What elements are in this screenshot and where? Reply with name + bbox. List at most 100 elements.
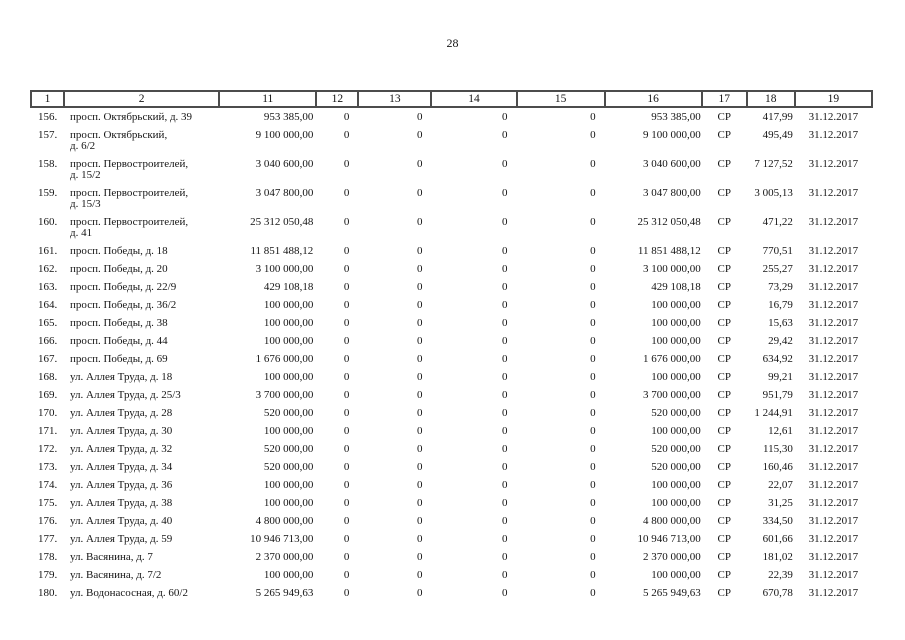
amount-cell-16: 520 000,00: [651, 461, 701, 473]
zero-cell-12: 0: [343, 216, 350, 228]
type-cell-17: СР: [717, 569, 731, 581]
table-row: 176. ул. Аллея Труда, д. 40 4 800 000,00 0 0…: [31, 512, 872, 530]
zero-cell-12: 0: [343, 111, 350, 123]
amount-cell-16: 100 000,00: [651, 317, 701, 329]
address-cell: ул. Аллея Труда, д. 40: [70, 515, 173, 527]
zero-cell-14: 0: [502, 111, 508, 123]
type-cell-17: СР: [717, 533, 731, 545]
row-number-cell: 160.: [38, 216, 58, 228]
amount-cell-16: 953 385,00: [651, 111, 701, 123]
zero-cell-14: 0: [502, 389, 508, 401]
zero-cell-14: 0: [502, 587, 508, 599]
zero-cell-12: 0: [343, 158, 350, 170]
zero-cell-12: 0: [343, 533, 350, 545]
amount-cell-16: 100 000,00: [651, 425, 701, 437]
zero-cell-13: 0: [416, 479, 423, 491]
area-cell-18: 334,50: [762, 515, 793, 527]
zero-cell-14: 0: [502, 158, 508, 170]
amount-cell-11: 100 000,00: [263, 317, 314, 329]
amount-cell-16: 5 265 949,63: [642, 587, 701, 599]
area-cell-18: 73,29: [768, 281, 793, 293]
zero-cell-13: 0: [416, 569, 423, 581]
date-cell-19: 31.12.2017: [808, 111, 859, 123]
date-cell-19: 31.12.2017: [808, 129, 859, 141]
amount-cell-11: 3 040 600,00: [255, 158, 314, 170]
type-cell-17: СР: [717, 317, 731, 329]
zero-cell-12: 0: [343, 129, 350, 141]
date-cell-19: 31.12.2017: [808, 187, 859, 199]
table-row: 158. просп. Первостроителей, д. 15/2 3 040…: [31, 155, 872, 184]
zero-cell-15: 0: [590, 216, 596, 228]
amount-cell-11: 520 000,00: [263, 461, 314, 473]
row-number-cell: 179.: [38, 569, 58, 581]
address-cell: просп. Победы, д. 38: [70, 317, 168, 329]
area-cell-18: 181,02: [762, 551, 793, 563]
address-cell: просп. Первостроителей, д. 15/3: [70, 187, 189, 210]
zero-cell-15: 0: [590, 111, 596, 123]
table-row: 161. просп. Победы, д. 18 11 851 488,12 0 0 0…: [31, 242, 872, 260]
area-cell-18: 12,61: [768, 425, 793, 437]
zero-cell-12: 0: [343, 461, 350, 473]
type-cell-17: СР: [717, 187, 731, 199]
type-cell-17: СР: [717, 353, 731, 365]
date-cell-19: 31.12.2017: [808, 461, 859, 473]
zero-cell-12: 0: [343, 299, 350, 311]
type-cell-17: СР: [717, 389, 731, 401]
type-cell-17: СР: [717, 515, 731, 527]
zero-cell-13: 0: [416, 587, 423, 599]
table-row: 160. просп. Первостроителей, д. 41 25 312 …: [31, 213, 872, 242]
zero-cell-12: 0: [343, 353, 350, 365]
register-table: 1 2 11 12 13 14 15 16 17 18 19 156. просп…: [29, 90, 874, 602]
column-header-14: 14: [430, 90, 518, 108]
address-cell: ул. Аллея Труда, д. 59: [70, 533, 173, 545]
address-cell: ул. Аллея Труда, д. 36: [70, 479, 173, 491]
table-row: 175. ул. Аллея Труда, д. 38 100 000,00 0 0 0 0…: [31, 494, 872, 512]
zero-cell-14: 0: [502, 129, 508, 141]
date-cell-19: 31.12.2017: [808, 551, 859, 563]
zero-cell-15: 0: [590, 317, 596, 329]
amount-cell-11: 11 851 488,12: [250, 245, 314, 257]
amount-cell-11: 2 370 000,00: [255, 551, 314, 563]
zero-cell-15: 0: [590, 353, 596, 365]
zero-cell-12: 0: [343, 569, 350, 581]
area-cell-18: 160,46: [762, 461, 793, 473]
zero-cell-14: 0: [502, 533, 508, 545]
zero-cell-12: 0: [343, 443, 350, 455]
zero-cell-13: 0: [416, 263, 423, 275]
table-row: 180. ул. Водонасосная, д. 60/2 5 265 949,6…: [31, 584, 872, 602]
zero-cell-13: 0: [416, 551, 423, 563]
table-row: 169. ул. Аллея Труда, д. 25/3 3 700 000,00…: [31, 386, 872, 404]
zero-cell-15: 0: [590, 371, 596, 383]
address-cell: просп. Победы, д. 22/9: [70, 281, 177, 293]
amount-cell-11: 100 000,00: [263, 569, 314, 581]
zero-cell-15: 0: [590, 158, 596, 170]
zero-cell-15: 0: [590, 479, 596, 491]
amount-cell-16: 1 676 000,00: [642, 353, 701, 365]
zero-cell-12: 0: [343, 281, 350, 293]
table-row: 172. ул. Аллея Труда, д. 32 520 000,00 0 0 0 0…: [31, 440, 872, 458]
date-cell-19: 31.12.2017: [808, 216, 859, 228]
address-cell: ул. Водонасосная, д. 60/2: [70, 587, 188, 599]
amount-cell-16: 3 040 600,00: [642, 158, 701, 170]
zero-cell-13: 0: [416, 245, 423, 257]
area-cell-18: 495,49: [762, 129, 793, 141]
zero-cell-12: 0: [343, 371, 350, 383]
address-cell: просп. Победы, д. 36/2: [70, 299, 177, 311]
column-header-13: 13: [357, 90, 433, 108]
row-number-cell: 156.: [38, 111, 58, 123]
date-cell-19: 31.12.2017: [808, 317, 859, 329]
zero-cell-13: 0: [416, 407, 423, 419]
zero-cell-13: 0: [416, 111, 423, 123]
table-row: 165. просп. Победы, д. 38 100 000,00 0 0 0 0 10…: [31, 314, 872, 332]
table-row: 156. просп. Октябрьский, д. 39 953 385,00 0…: [31, 107, 872, 126]
date-cell-19: 31.12.2017: [808, 569, 859, 581]
date-cell-19: 31.12.2017: [808, 389, 859, 401]
date-cell-19: 31.12.2017: [808, 263, 859, 275]
zero-cell-12: 0: [343, 515, 350, 527]
area-cell-18: 15,63: [768, 317, 793, 329]
zero-cell-12: 0: [343, 245, 350, 257]
zero-cell-15: 0: [590, 515, 596, 527]
address-cell: ул. Аллея Труда, д. 30: [70, 425, 173, 437]
zero-cell-13: 0: [416, 515, 423, 527]
